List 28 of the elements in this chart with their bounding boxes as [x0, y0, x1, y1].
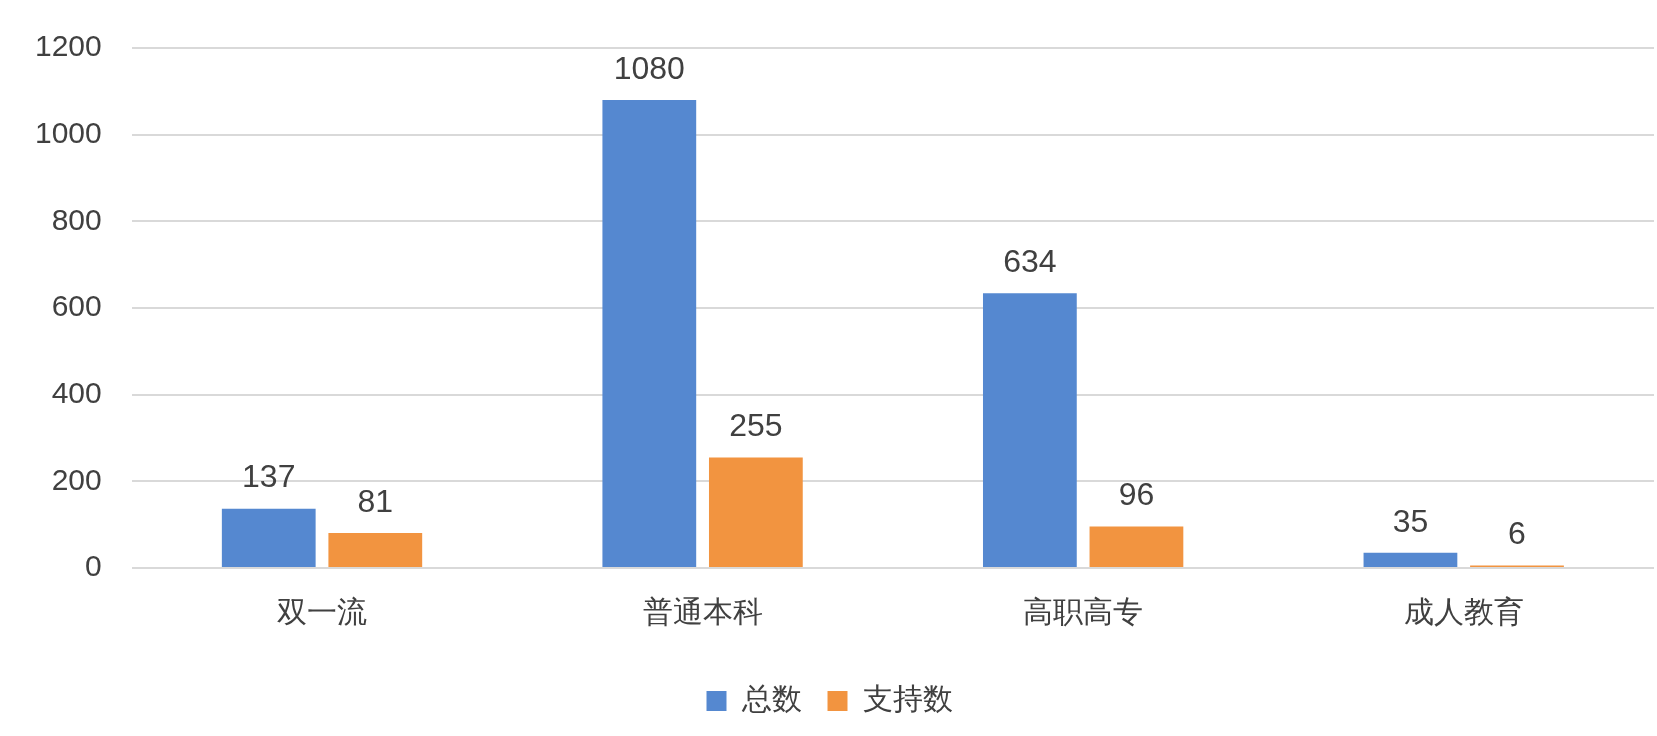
legend-label: 总数 — [740, 682, 802, 716]
bar — [708, 457, 803, 567]
y-tick-label: 400 — [51, 375, 102, 409]
bar — [221, 508, 316, 567]
data-label: 1080 — [613, 49, 685, 86]
x-tick-label: 成人教育 — [1403, 595, 1524, 629]
y-tick-label: 200 — [51, 462, 102, 496]
legend-label: 支持数 — [862, 682, 953, 716]
y-tick-label: 0 — [85, 549, 102, 583]
data-label: 81 — [357, 482, 394, 519]
bar — [602, 100, 697, 567]
data-label: 255 — [729, 407, 783, 444]
data-label: 96 — [1118, 476, 1155, 513]
data-label: 634 — [1003, 243, 1057, 280]
data-label: 6 — [1508, 515, 1526, 552]
y-tick-label: 1200 — [34, 29, 102, 63]
y-tick-label: 1000 — [34, 115, 102, 149]
y-tick-label: 800 — [51, 202, 102, 236]
data-label: 137 — [242, 458, 296, 495]
bar — [328, 532, 423, 567]
bar — [1363, 552, 1458, 567]
bar — [982, 293, 1077, 567]
y-tick-label: 600 — [51, 289, 102, 323]
data-label: 35 — [1392, 502, 1429, 539]
x-tick-label: 普通本科 — [642, 595, 763, 629]
bar — [1089, 526, 1184, 567]
x-tick-label: 高职高专 — [1023, 595, 1144, 629]
x-tick-label: 双一流 — [277, 595, 368, 629]
